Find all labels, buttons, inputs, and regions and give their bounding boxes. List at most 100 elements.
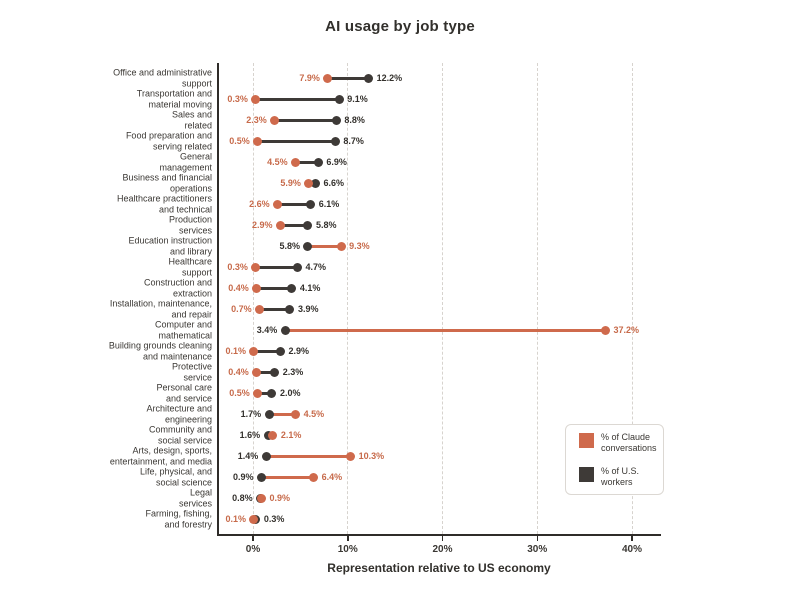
workers-value-label: 6.1% — [318, 199, 340, 209]
x-tick-label: 0% — [245, 544, 261, 555]
claude-dot — [268, 430, 278, 440]
category-label: Building grounds cleaning and maintenanc… — [108, 340, 212, 362]
claude-value-label: 0.1% — [225, 514, 246, 524]
gridline — [347, 63, 349, 534]
workers-value-label: 5.8% — [279, 241, 300, 251]
dumbbell-line — [257, 139, 336, 143]
legend-entry-claude: % of Claude conversations — [579, 432, 663, 454]
dumbbell-line — [255, 265, 298, 269]
claude-swatch — [579, 432, 594, 448]
workers-dot — [270, 367, 280, 377]
category-label: Construction and extraction — [143, 277, 212, 299]
workers-value-label: 3.9% — [297, 304, 319, 314]
claude-value-label: 0.4% — [228, 283, 249, 293]
claude-dot — [273, 199, 283, 209]
x-axis-line — [217, 534, 661, 536]
dumbbell-line — [285, 328, 606, 332]
claude-dot — [249, 346, 259, 356]
dumbbell-line — [280, 223, 308, 227]
workers-dot — [280, 325, 290, 335]
claude-dot — [309, 472, 319, 482]
category-label: Installation, maintenance, and repair — [109, 298, 212, 320]
claude-value-label: 0.5% — [229, 388, 250, 398]
claude-value-label: 2.9% — [251, 220, 273, 230]
workers-value-label: 3.4% — [256, 325, 278, 335]
workers-value-label: 2.9% — [288, 346, 309, 356]
workers-value-label: 6.9% — [326, 157, 347, 167]
workers-value-label: 5.8% — [315, 220, 337, 230]
x-axis-label: Representation relative to US economy — [327, 561, 551, 575]
claude-dot — [257, 493, 267, 503]
gridline — [442, 63, 443, 534]
category-label: General management — [159, 151, 212, 173]
workers-value-label: 4.7% — [305, 262, 327, 272]
category-label: Healthcare support — [168, 256, 212, 278]
workers-value-label: 2.3% — [282, 367, 304, 377]
claude-value-label: 4.5% — [303, 409, 325, 419]
workers-value-label: 6.6% — [323, 178, 345, 188]
workers-value-label: 8.7% — [343, 136, 364, 146]
dumbbell-line — [259, 307, 290, 311]
workers-value-label: 1.6% — [239, 430, 261, 440]
claude-value-label: 5.9% — [280, 178, 301, 188]
x-tick-label: 30% — [527, 544, 548, 555]
workers-dot — [287, 283, 297, 293]
category-label: Business and financial operations — [122, 172, 212, 194]
workers-value-label: 0.8% — [232, 493, 253, 503]
claude-dot — [291, 157, 301, 167]
claude-dot — [346, 451, 356, 461]
claude-dot — [291, 409, 301, 419]
gridline — [631, 63, 633, 534]
gridline — [252, 63, 254, 534]
category-label: Personal care and service — [156, 382, 212, 404]
claude-dot — [251, 94, 261, 104]
claude-value-label: 7.9% — [299, 73, 320, 83]
workers-dot — [257, 472, 267, 482]
workers-dot — [303, 241, 313, 251]
x-tick-label: 20% — [432, 544, 453, 555]
claude-value-label: 0.1% — [225, 346, 246, 356]
workers-dot — [263, 430, 273, 440]
claude-value-label: 0.7% — [231, 304, 252, 314]
category-label: Computer and mathematical — [154, 319, 212, 341]
claude-dot — [252, 367, 262, 377]
dumbbell-line — [255, 97, 340, 101]
category-label: Community and social service — [148, 424, 212, 446]
claude-dot — [252, 283, 262, 293]
category-label: Production services — [168, 214, 212, 236]
dumbbell-line — [257, 391, 272, 395]
claude-value-label: 9.3% — [349, 241, 370, 251]
claude-dot — [275, 220, 285, 230]
workers-value-label: 1.4% — [237, 451, 259, 461]
claude-value-label: 4.5% — [267, 157, 288, 167]
category-label: Healthcare practitioners and technical — [116, 193, 212, 215]
workers-dot — [306, 199, 316, 209]
claude-value-label: 37.2% — [613, 325, 639, 335]
category-label: Legal services — [178, 487, 212, 509]
claude-value-label: 0.3% — [227, 262, 248, 272]
dumbbell-line — [274, 118, 337, 122]
dumbbell-line — [269, 412, 296, 416]
workers-value-label: 8.8% — [344, 115, 365, 125]
claude-value-label: 2.1% — [280, 430, 302, 440]
claude-dot — [249, 514, 259, 524]
workers-value-label: 0.9% — [233, 472, 254, 482]
x-tick — [536, 534, 538, 541]
claude-dot — [304, 178, 314, 188]
x-tick-label: 40% — [621, 544, 643, 555]
dumbbell-line — [253, 349, 281, 353]
workers-dot — [267, 388, 277, 398]
legend-entry-workers: % of U.S. workers — [579, 466, 663, 488]
claude-dot — [270, 115, 280, 125]
category-label: Education instruction and library — [128, 235, 212, 257]
workers-dot — [261, 451, 271, 461]
dumbbell-line — [266, 454, 351, 458]
claude-dot — [251, 262, 261, 272]
workers-value-label: 2.0% — [279, 388, 301, 398]
category-label: Protective service — [171, 361, 212, 383]
dumbbell-line — [256, 286, 292, 290]
legend-label-workers: % of U.S. workers — [601, 465, 640, 487]
y-axis-line — [217, 63, 219, 534]
workers-dot — [364, 73, 374, 83]
